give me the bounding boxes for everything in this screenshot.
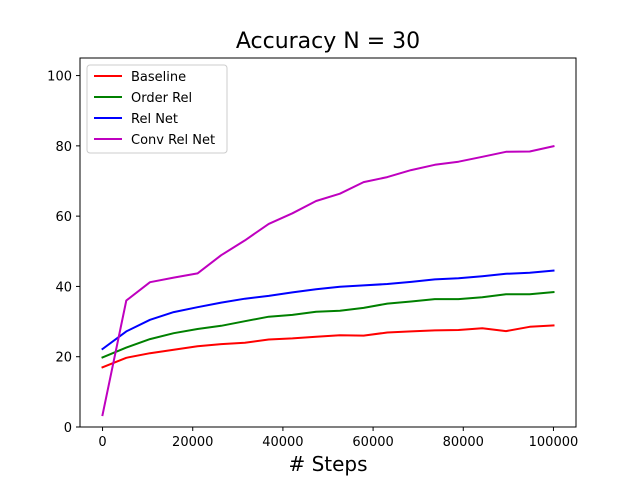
y-tick-label: 100 (47, 70, 72, 85)
x-axis: 0 20000 40000 60000 80000 100000 (98, 427, 578, 450)
x-tick-label: 0 (98, 435, 106, 450)
x-axis-label: # Steps (288, 452, 367, 476)
x-tick-label: 100000 (529, 435, 579, 450)
plot-area (79, 57, 577, 428)
y-tick-label: 0 (64, 421, 72, 436)
y-tick-label: 40 (55, 280, 72, 295)
y-tick-label: 80 (55, 140, 72, 155)
series-lines (101, 145, 555, 417)
series-line-rel-net (101, 269, 555, 351)
legend-label: Rel Net (131, 112, 178, 127)
legend: Baseline Order Rel Rel Net Conv Rel Net (86, 64, 228, 154)
y-tick-label: 20 (55, 351, 72, 366)
x-tick-label: 80000 (443, 435, 484, 450)
legend-label: Conv Rel Net (131, 133, 215, 148)
series-line-baseline (101, 324, 555, 369)
legend-frame (86, 64, 228, 154)
y-axis: 0 20 40 60 80 100 (47, 70, 80, 436)
legend-label: Order Rel (131, 91, 192, 106)
x-tick-label: 40000 (262, 435, 303, 450)
x-tick-label: 60000 (352, 435, 393, 450)
series-line-conv-rel-net (101, 145, 555, 417)
y-tick-label: 60 (55, 210, 72, 225)
x-tick-label: 20000 (172, 435, 213, 450)
chart-title: Accuracy N = 30 (236, 29, 420, 54)
legend-label: Baseline (131, 70, 186, 85)
series-line-order-rel (101, 291, 555, 359)
